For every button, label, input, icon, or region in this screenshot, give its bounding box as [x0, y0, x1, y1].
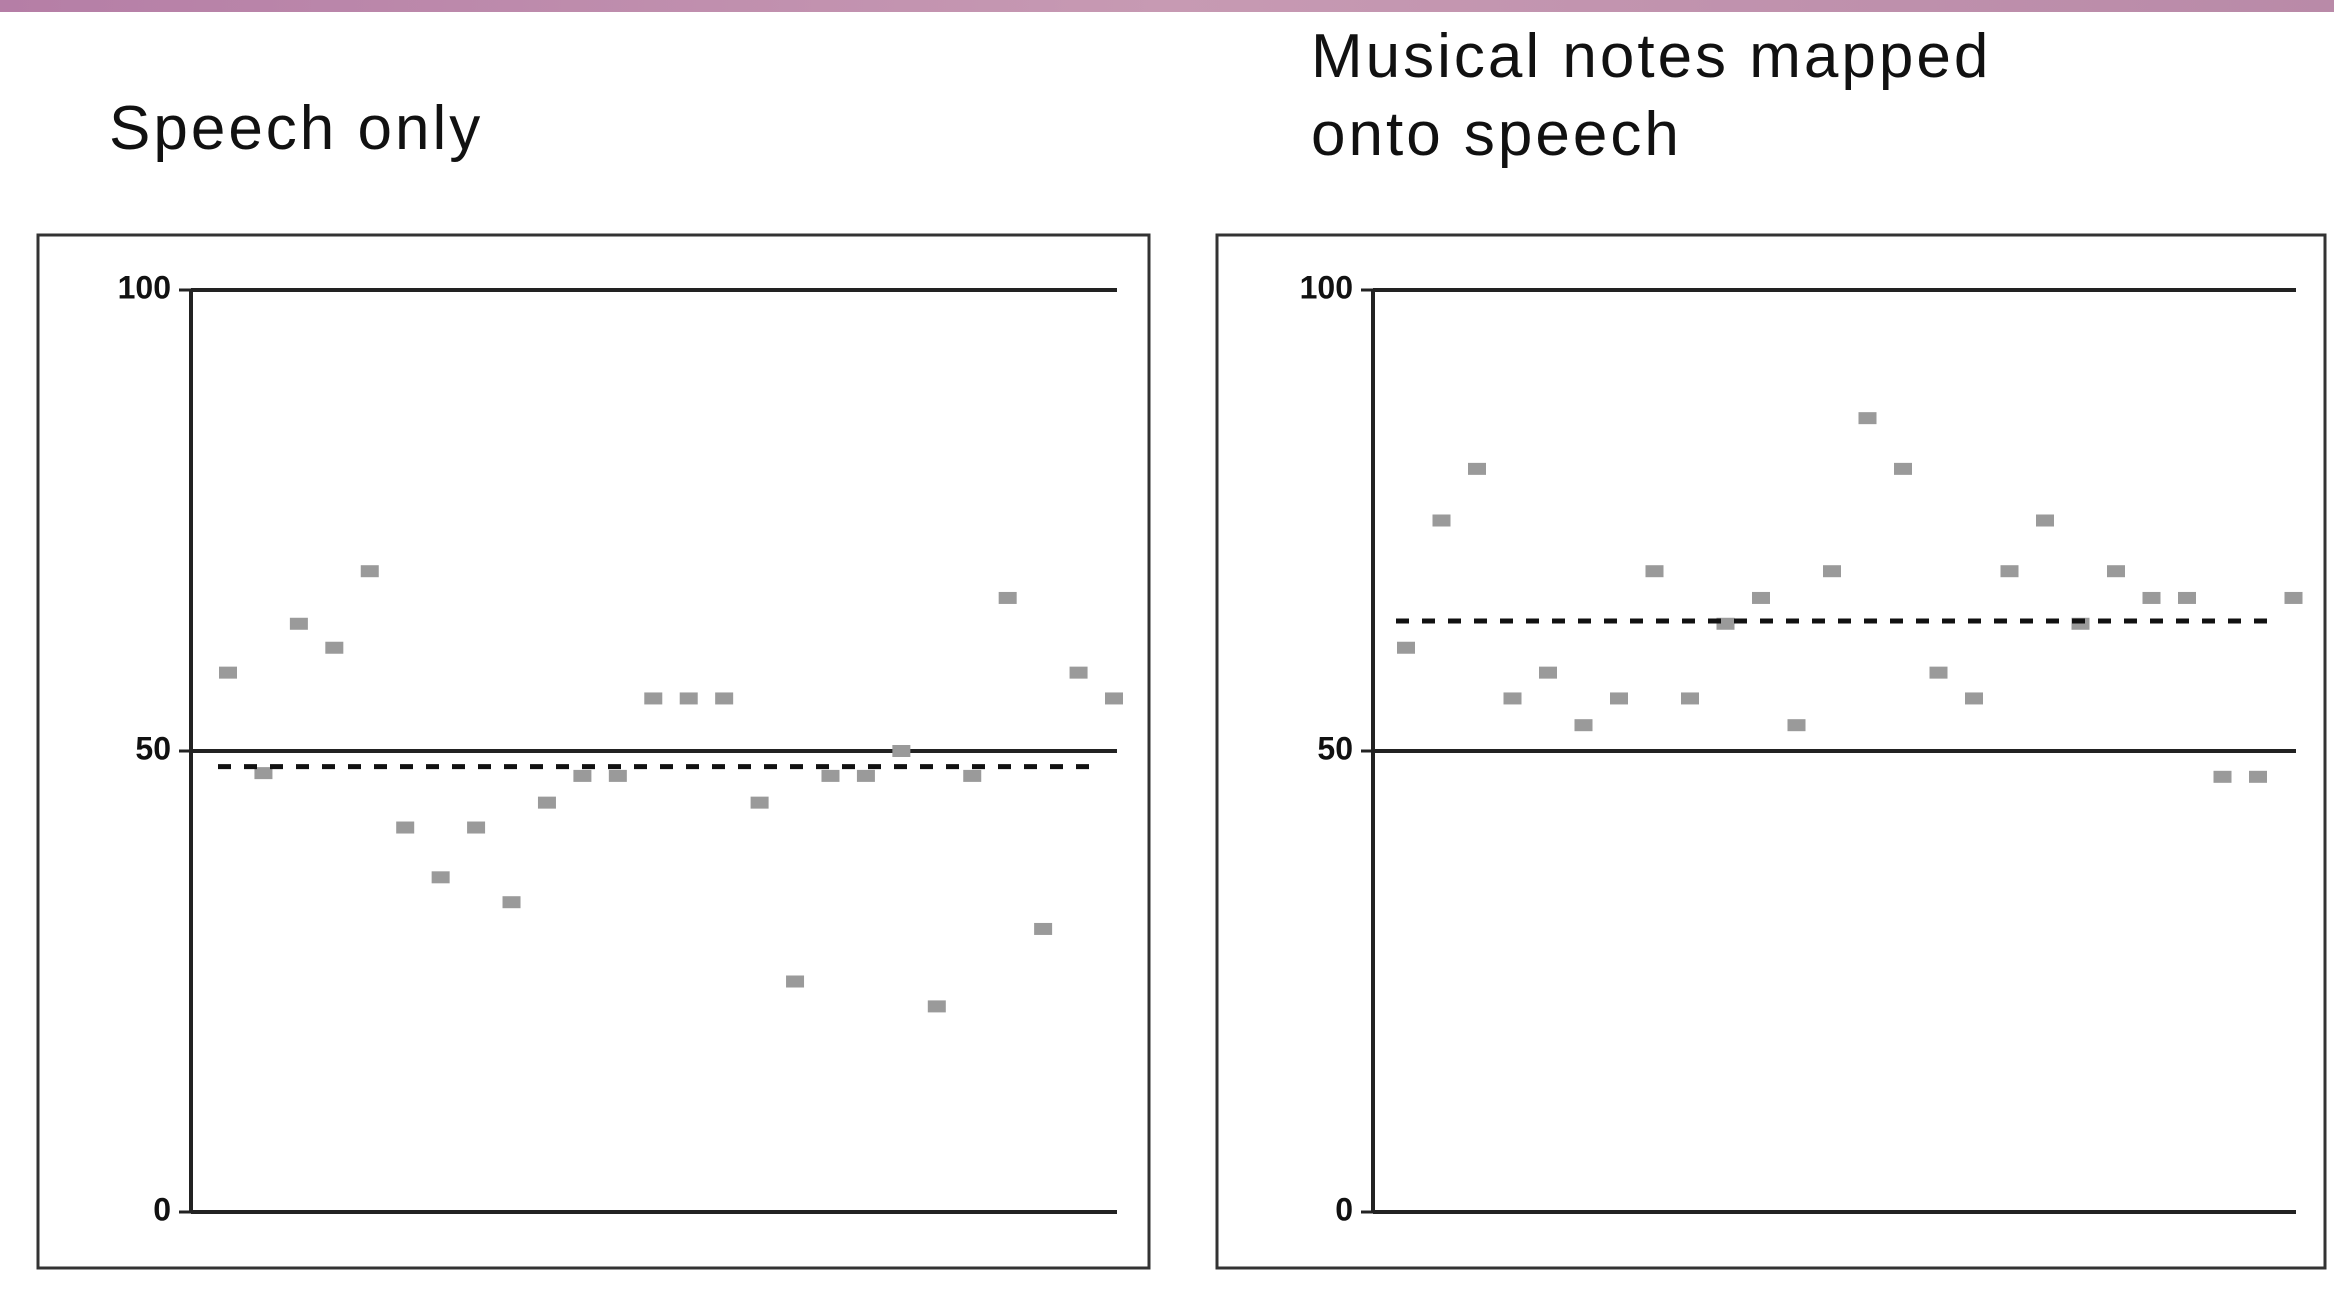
data-point: [679, 692, 698, 705]
data-point: [1965, 692, 1983, 705]
data-point: [2036, 514, 2054, 527]
data-point: [396, 821, 415, 834]
y-tick-label: 50: [135, 730, 171, 766]
chart-title: onto speech: [1311, 100, 1682, 169]
panel-frame: [1215, 233, 2327, 1270]
data-point: [786, 975, 805, 988]
data-point: [360, 565, 379, 578]
panel-frame: [36, 233, 1151, 1270]
top-bar: [0, 0, 2334, 12]
data-point: [1681, 692, 1699, 705]
y-tick-label: 0: [153, 1191, 171, 1227]
data-point: [467, 821, 486, 834]
y-tick-label: 0: [1335, 1191, 1353, 1227]
data-point: [1468, 462, 1486, 475]
chart-title: Speech only: [109, 94, 483, 163]
data-point: [1539, 666, 1557, 679]
data-point: [1823, 565, 1841, 578]
data-point: [219, 666, 237, 679]
data-point: [1610, 692, 1628, 705]
data-point: [963, 769, 982, 782]
data-point: [998, 591, 1017, 604]
data-point: [1752, 591, 1770, 604]
data-point: [254, 767, 273, 780]
chart-title: Musical notes mapped: [1311, 22, 1991, 91]
data-point: [431, 871, 450, 884]
data-point: [1787, 719, 1806, 732]
data-point: [502, 896, 521, 909]
data-point: [856, 769, 875, 782]
data-point: [1894, 462, 1912, 475]
data-point: [2178, 591, 2196, 604]
data-point: [2107, 565, 2125, 578]
data-point: [892, 745, 911, 757]
y-tick-label: 100: [118, 269, 171, 305]
data-point: [1432, 514, 1451, 527]
data-point: [289, 617, 308, 630]
data-point: [537, 796, 556, 809]
data-point: [608, 769, 627, 782]
y-tick-label: 100: [1300, 269, 1353, 305]
data-point: [2142, 591, 2161, 604]
data-point: [927, 1000, 946, 1013]
data-point: [2000, 565, 2019, 578]
data-point: [1105, 692, 1123, 705]
data-point: [1574, 719, 1593, 732]
data-point: [1858, 412, 1877, 425]
data-point: [325, 641, 344, 654]
data-point: [2213, 770, 2232, 783]
data-point: [1645, 565, 1664, 578]
data-point: [750, 796, 769, 809]
data-point: [573, 769, 592, 782]
data-point: [1069, 666, 1088, 679]
data-point: [2249, 770, 2267, 783]
data-point: [715, 692, 734, 705]
data-point: [1503, 692, 1522, 705]
data-point: [1929, 666, 1948, 679]
y-tick-label: 50: [1317, 730, 1353, 766]
data-point: [2284, 591, 2303, 604]
data-point: [1397, 641, 1415, 654]
data-point: [644, 692, 663, 705]
data-point: [1034, 922, 1053, 935]
data-point: [821, 769, 840, 782]
